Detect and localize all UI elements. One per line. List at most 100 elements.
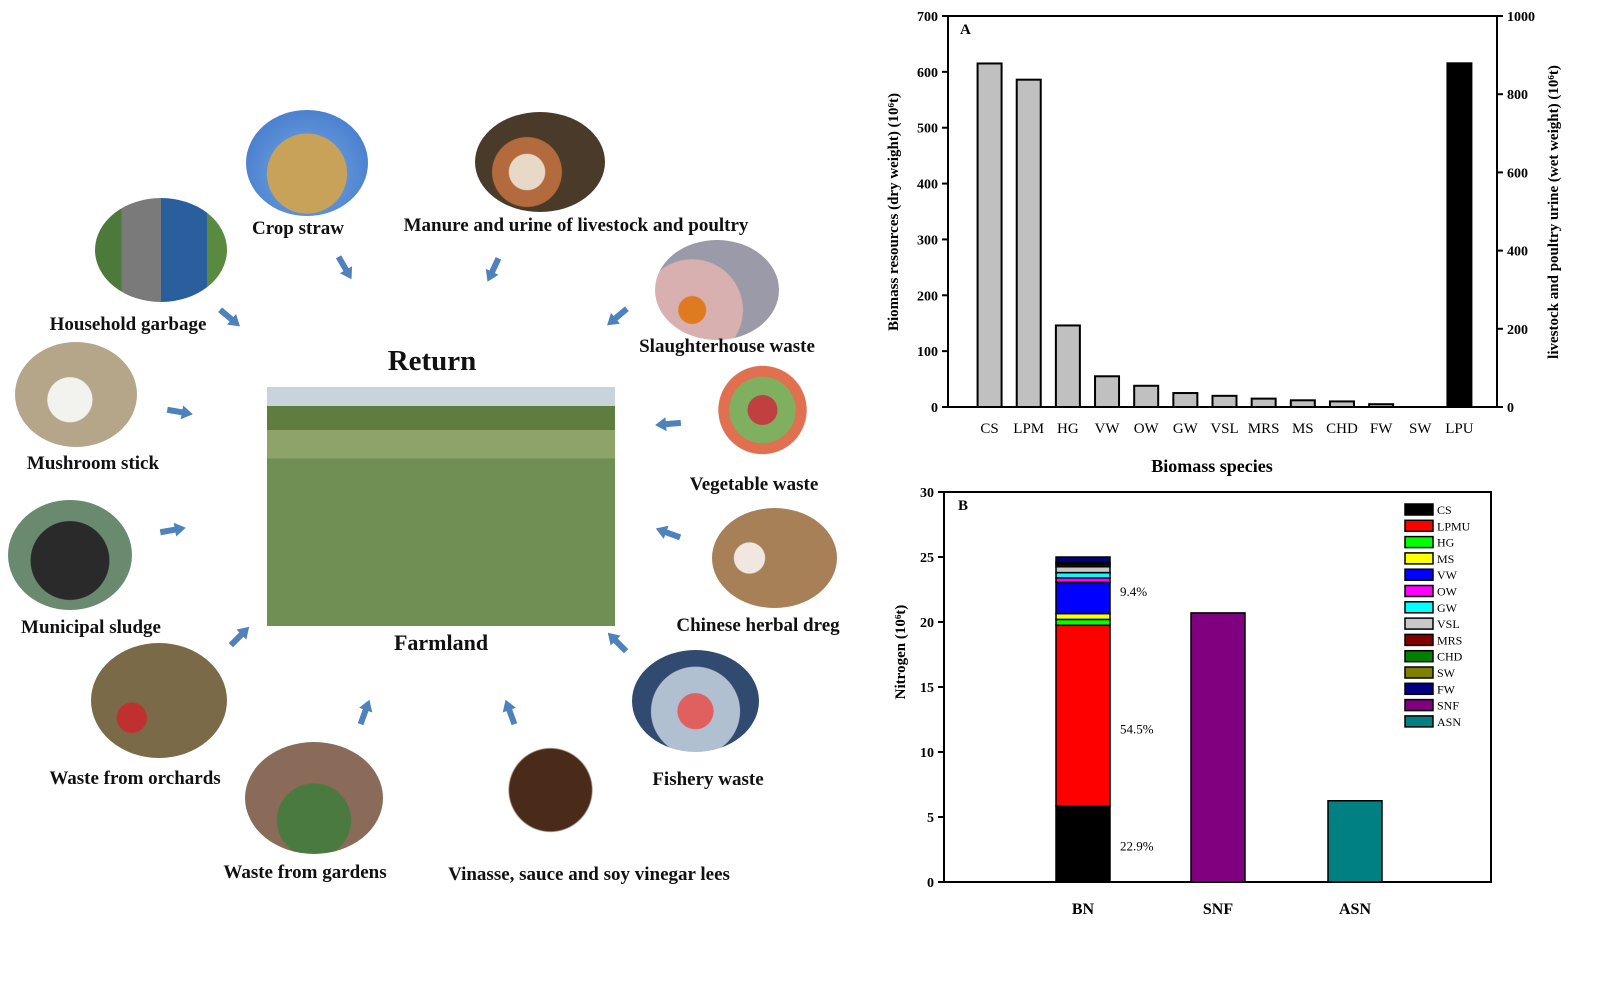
fishery-waste-photo xyxy=(632,650,759,752)
legend-label: ASN xyxy=(1437,715,1461,729)
bar-ms xyxy=(1289,399,1316,409)
legend-swatch-vsl xyxy=(1404,617,1434,630)
y-tick-label: 30 xyxy=(920,486,934,501)
percent-annotation: 22.9% xyxy=(1120,839,1154,854)
vinasse-photo xyxy=(490,745,600,845)
legend-label: OW xyxy=(1437,585,1458,599)
legend-label: SNF xyxy=(1437,699,1459,713)
manure-label: Manure and urine of livestock and poultr… xyxy=(403,215,749,236)
y2-axis-label-a: livestock and poultry urine (wet weight)… xyxy=(1546,65,1562,359)
y-tick-label: 20 xyxy=(920,616,934,631)
legend-swatch-asn xyxy=(1404,715,1434,728)
y-tick-label: 600 xyxy=(917,66,938,81)
bar-chd xyxy=(1328,400,1355,408)
legend-swatch-fw xyxy=(1404,682,1434,696)
legend-label: GW xyxy=(1437,601,1458,615)
bar-hg xyxy=(1054,324,1081,409)
garden-waste-photo xyxy=(245,742,383,854)
y2-tick-label: 1000 xyxy=(1507,10,1535,25)
arrow-icon xyxy=(226,622,254,650)
percent-annotation: 54.5% xyxy=(1120,722,1154,737)
bar-bn-cs xyxy=(1055,805,1111,883)
fishery-waste-label: Fishery waste xyxy=(652,769,764,790)
arrow-icon xyxy=(159,521,187,539)
x-tick-label: CHD xyxy=(1326,421,1358,437)
y-axis-label-b: Nitrogen (10⁶t) xyxy=(893,605,909,700)
chinese-herbal-dreg-label: Chinese herbal dreg xyxy=(676,615,840,636)
bar-snf-snf xyxy=(1190,612,1246,883)
y-tick-label: 200 xyxy=(917,289,938,304)
municipal-sludge-label: Municipal sludge xyxy=(21,617,161,638)
arrow-icon xyxy=(354,697,376,726)
arrow-icon xyxy=(332,253,357,283)
percent-annotation: 9.4% xyxy=(1120,584,1147,599)
y-tick-label: 25 xyxy=(920,551,934,566)
bar-bn-chd xyxy=(1055,562,1111,566)
y-tick-label: 5 xyxy=(927,811,934,826)
bar-bn-ms xyxy=(1055,612,1111,621)
y2-tick-label: 600 xyxy=(1507,166,1528,181)
bar-lpu xyxy=(1446,62,1473,408)
x-tick-label: FW xyxy=(1370,421,1393,437)
municipal-sludge-photo xyxy=(8,500,132,610)
crop-straw-photo xyxy=(246,110,368,216)
orchard-waste-label: Waste from orchards xyxy=(49,768,221,789)
legend-label: CS xyxy=(1437,503,1452,517)
x-tick-label: LPU xyxy=(1445,421,1474,437)
bar-lpm xyxy=(1015,78,1042,408)
bar-bn-mrs xyxy=(1055,564,1111,568)
mushroom-stick-label: Mushroom stick xyxy=(26,453,160,474)
legend-swatch-chd xyxy=(1404,649,1434,663)
arrow-icon xyxy=(603,628,631,656)
arrow-icon xyxy=(216,304,245,331)
plot-frame-b xyxy=(943,491,1492,883)
y-tick-label: 700 xyxy=(917,10,938,25)
legend-label: MS xyxy=(1437,552,1454,566)
x-tick-label: ASN xyxy=(1339,901,1371,918)
y-tick-label: 500 xyxy=(917,122,938,137)
y-tick-label: 100 xyxy=(917,345,938,360)
household-garbage-label: Household garbage xyxy=(49,314,207,335)
farmland-photo xyxy=(267,387,615,626)
orchard-waste-photo xyxy=(91,643,227,758)
y-tick-label: 10 xyxy=(920,746,934,761)
legend-swatch-lpmu xyxy=(1404,519,1434,533)
legend-swatch-gw xyxy=(1404,601,1434,614)
panel-label-a: A xyxy=(960,22,971,38)
legend-swatch-mrs xyxy=(1404,633,1434,647)
manure-photo xyxy=(475,112,605,212)
x-tick-label: SNF xyxy=(1203,901,1233,918)
bar-bn-vw xyxy=(1055,581,1111,615)
bar-mrs xyxy=(1250,397,1277,409)
panel-label-b: B xyxy=(958,498,968,514)
x-tick-label: BN xyxy=(1072,901,1095,918)
legend-swatch-vw xyxy=(1404,568,1434,581)
x-tick-label: HG xyxy=(1057,421,1079,437)
x-tick-label: SW xyxy=(1409,421,1432,437)
y-tick-label: 0 xyxy=(927,876,934,891)
x-tick-label: VW xyxy=(1095,421,1121,437)
plot-frame-a xyxy=(947,15,1498,408)
x-tick-label: MRS xyxy=(1248,421,1280,437)
legend-swatch-cs xyxy=(1404,503,1434,516)
x-tick-label: LPM xyxy=(1013,421,1044,437)
household-garbage-photo xyxy=(95,198,227,302)
bar-bn-ow xyxy=(1055,577,1111,584)
arrow-icon xyxy=(653,522,682,544)
bar-ow xyxy=(1133,384,1160,409)
legend-swatch-ow xyxy=(1404,584,1434,598)
x-axis-label-a: Biomass species xyxy=(1151,456,1273,476)
arrow-icon xyxy=(166,403,194,421)
chinese-herbal-dreg-photo xyxy=(712,508,837,608)
bar-bn-lpmu xyxy=(1055,624,1111,807)
y-tick-label: 300 xyxy=(917,233,938,248)
y-tick-label: 0 xyxy=(931,401,938,416)
y2-tick-label: 400 xyxy=(1507,245,1528,260)
slaughterhouse-label: Slaughterhouse waste xyxy=(639,336,815,357)
farmland-label: Farmland xyxy=(393,630,489,655)
arrow-icon xyxy=(603,303,632,330)
legend-label: VSL xyxy=(1437,617,1460,631)
legend-swatch-sw xyxy=(1404,666,1434,679)
bar-bn-vsl xyxy=(1055,566,1111,574)
